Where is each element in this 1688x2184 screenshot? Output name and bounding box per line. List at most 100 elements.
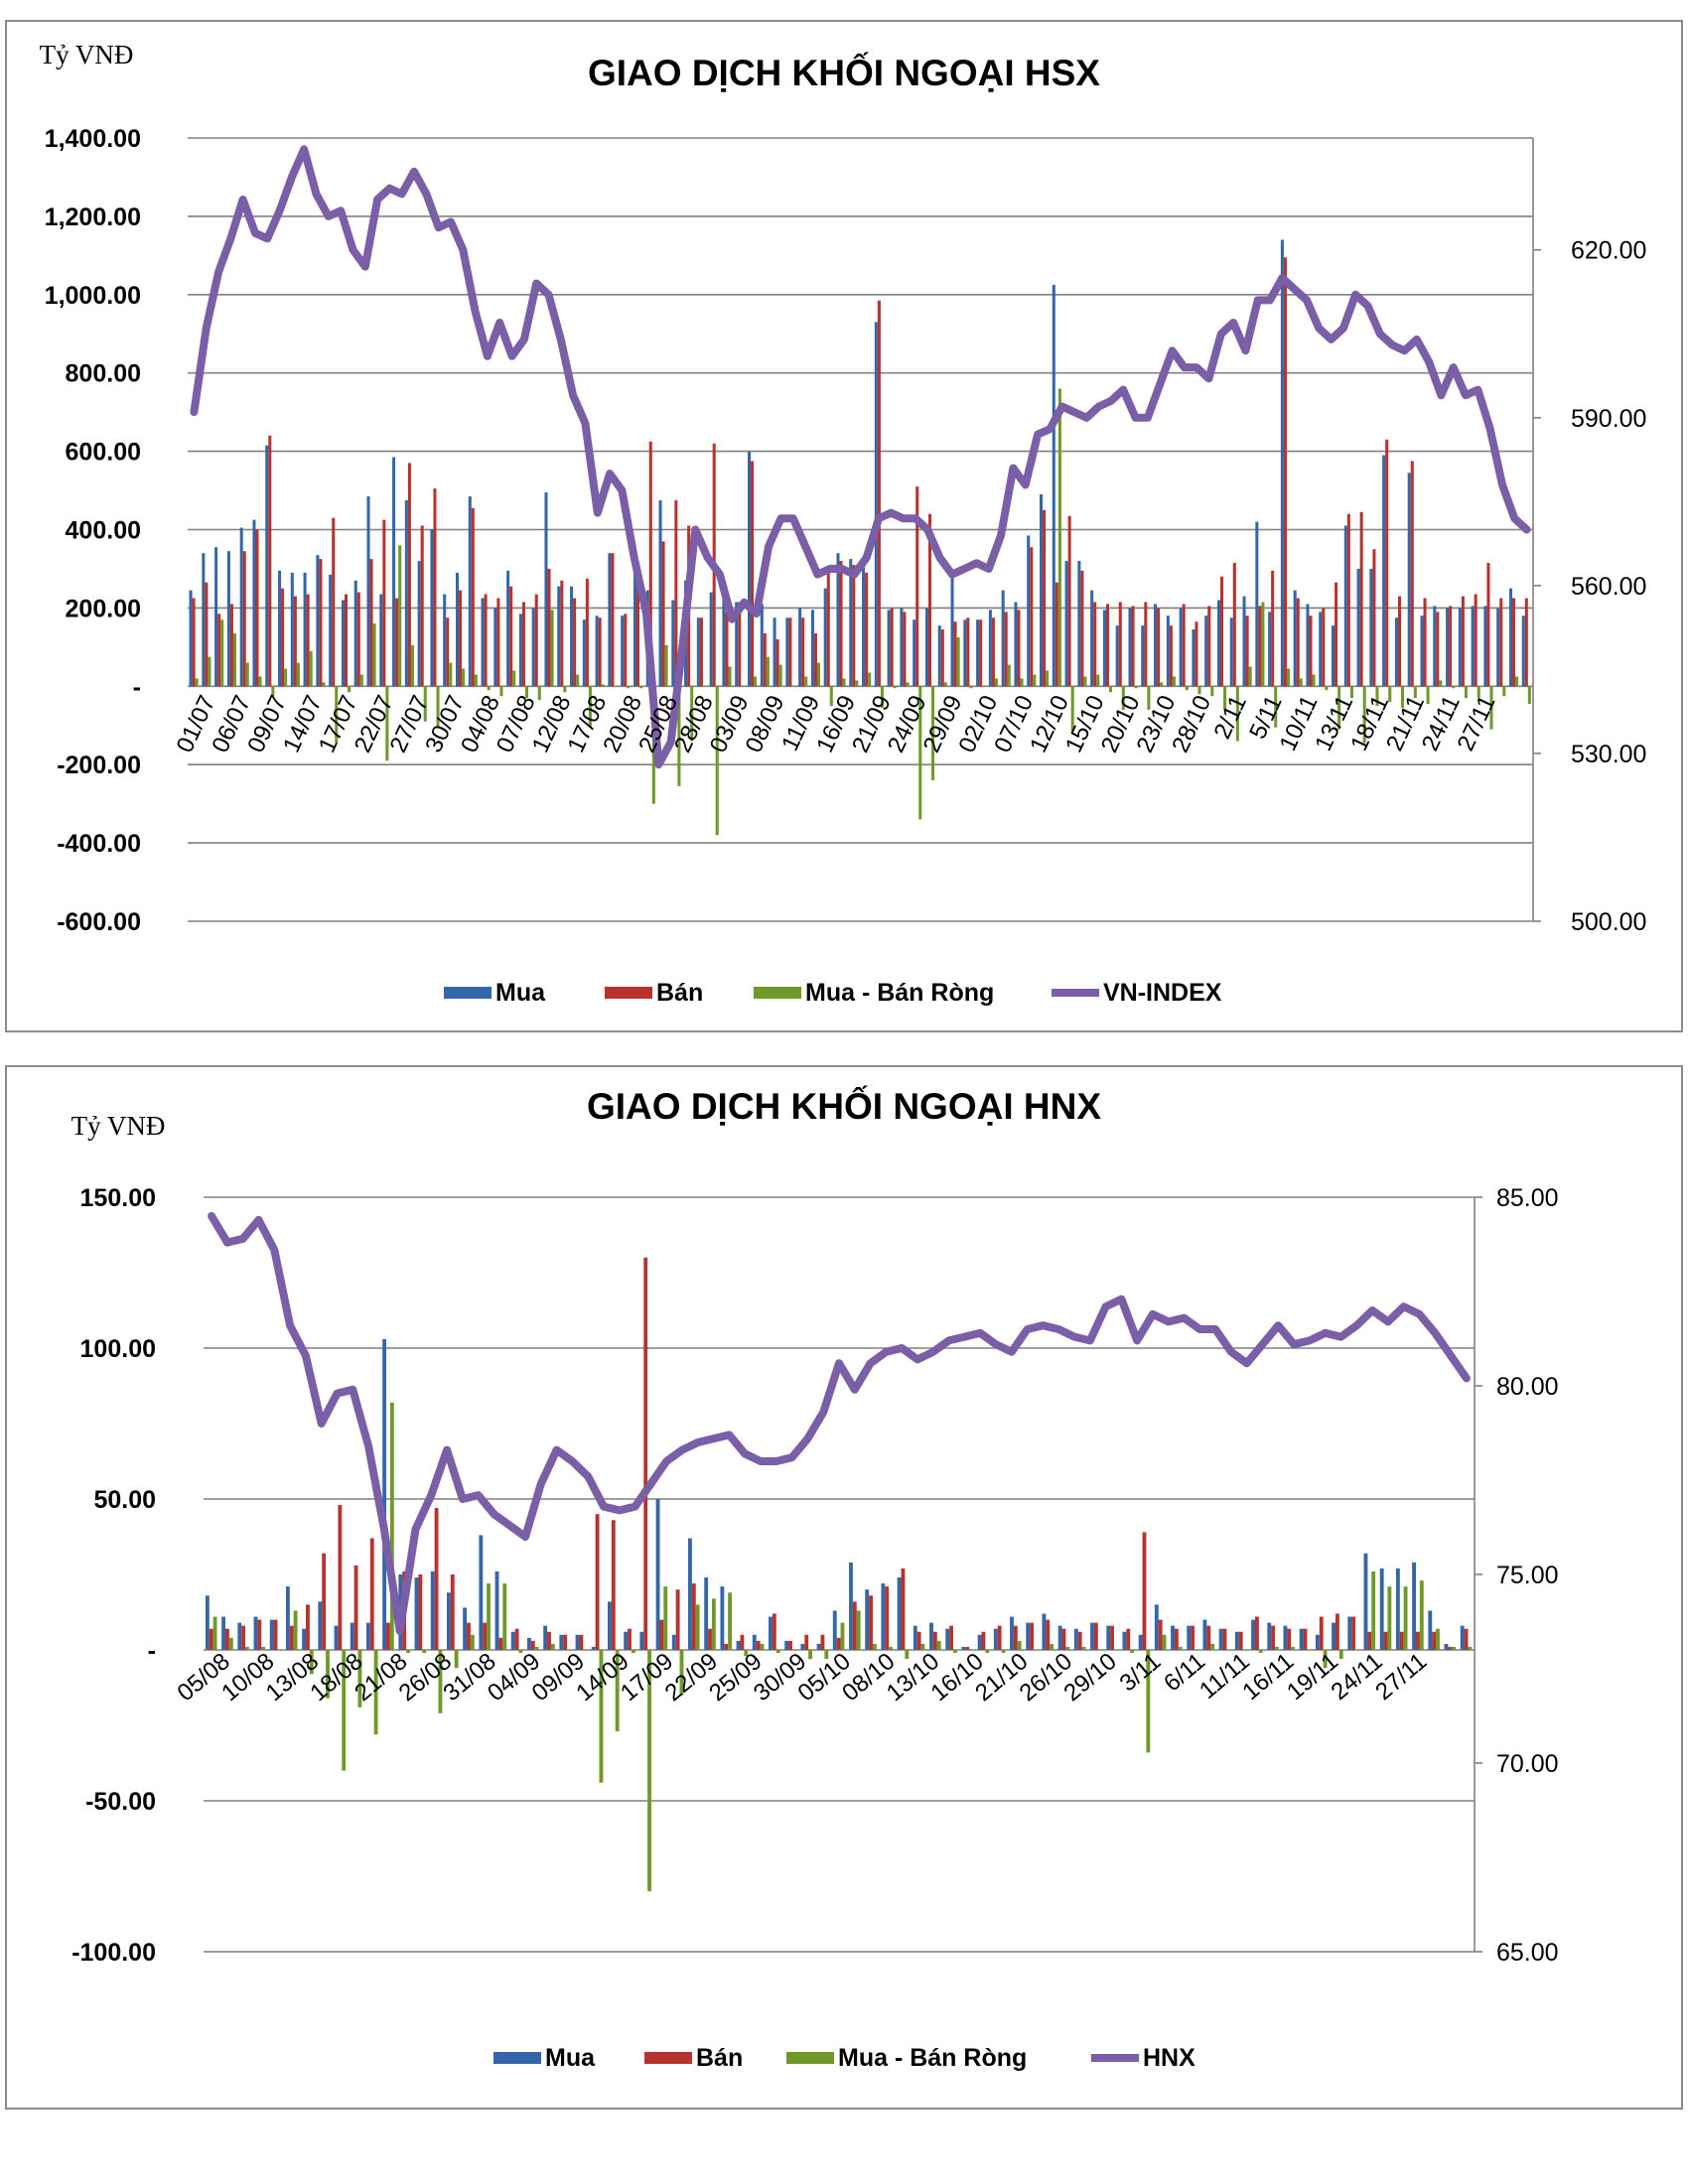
- legend-swatch: [493, 2052, 541, 2064]
- bar-buy: [205, 1595, 210, 1650]
- bar-net: [245, 1646, 249, 1650]
- bar-net: [588, 686, 592, 728]
- bar-buy: [1128, 608, 1132, 687]
- bar-sell: [306, 594, 310, 687]
- bar-net: [1403, 1586, 1408, 1650]
- bar-sell: [788, 617, 792, 687]
- bar-buy: [773, 617, 776, 687]
- bar-net: [1195, 1650, 1198, 1651]
- bar-buy: [945, 1628, 950, 1650]
- bar-net: [438, 1650, 443, 1713]
- bar-buy: [318, 1601, 323, 1650]
- bar-net: [840, 1622, 845, 1650]
- bar-sell: [648, 441, 652, 687]
- bar-net: [1515, 676, 1519, 687]
- bar-net: [754, 676, 758, 687]
- bar-buy: [329, 574, 333, 687]
- bar-sell: [268, 435, 272, 687]
- bar-net: [1274, 686, 1278, 728]
- bar-sell: [306, 1604, 310, 1650]
- bar-net: [348, 686, 352, 693]
- bar-net: [952, 1650, 957, 1654]
- bar-buy: [1332, 1622, 1336, 1650]
- bar-buy: [414, 1577, 419, 1650]
- bar-net: [284, 668, 288, 687]
- bar-sell: [708, 1628, 712, 1650]
- bar-buy: [455, 572, 460, 687]
- y-axis-tick-label: 1,400.00: [45, 125, 141, 153]
- bar-net: [1419, 1580, 1424, 1650]
- secondary-y-tick-label: 70.00: [1496, 1750, 1559, 1778]
- y-axis-tick-label: 800.00: [66, 360, 141, 388]
- bar-sell: [981, 1631, 986, 1650]
- bar-sell: [496, 598, 500, 687]
- bar-net: [1096, 674, 1100, 687]
- bar-net: [829, 686, 833, 707]
- bar-buy: [671, 1634, 676, 1650]
- bar-net: [702, 686, 706, 687]
- bar-net: [791, 686, 795, 687]
- bar-net: [1371, 1570, 1376, 1650]
- bar-buy: [221, 1616, 226, 1650]
- bar-net: [1147, 686, 1151, 710]
- bar-buy: [1154, 1604, 1159, 1650]
- bar-net: [1210, 686, 1214, 697]
- bar-net: [627, 686, 631, 689]
- bar-sell: [903, 612, 907, 687]
- bar-net: [293, 1610, 298, 1650]
- bar-net: [1401, 686, 1405, 708]
- x-axis-tick-label: 29/10: [1058, 1648, 1121, 1706]
- legend-label: Mua - Bán Ròng: [838, 2044, 1027, 2072]
- bar-net: [1020, 678, 1024, 687]
- bar-net: [1235, 686, 1239, 742]
- legend-label: Mua: [545, 2044, 596, 2072]
- bar-sell: [1449, 606, 1453, 687]
- bar-buy: [1090, 1622, 1094, 1650]
- bar-sell: [940, 629, 944, 687]
- bar-buy: [897, 1577, 902, 1650]
- bar-sell: [1131, 606, 1135, 687]
- bar-sell: [1254, 1616, 1259, 1650]
- bar-net: [778, 664, 782, 687]
- bar-net: [1160, 682, 1164, 687]
- legend-label: VN-INDEX: [1103, 979, 1222, 1007]
- bar-sell: [338, 1505, 343, 1650]
- bar-buy: [1382, 455, 1386, 687]
- bar-sell: [471, 507, 475, 687]
- bar-net: [195, 678, 199, 687]
- bar-buy: [688, 1538, 692, 1650]
- bar-sell: [255, 529, 259, 687]
- bar-buy: [1255, 521, 1259, 687]
- bar-sell: [530, 1640, 535, 1650]
- bar-sell: [407, 463, 411, 687]
- bar-sell: [877, 300, 881, 687]
- bar-buy: [1332, 625, 1336, 687]
- bar-buy: [269, 1619, 274, 1650]
- bar-net: [766, 656, 770, 687]
- bar-buy: [769, 1616, 773, 1650]
- bar-net: [893, 686, 897, 689]
- bar-buy: [1154, 604, 1158, 687]
- bar-buy: [752, 1634, 757, 1650]
- bar-sell: [205, 582, 209, 687]
- bar-buy: [1363, 1553, 1368, 1650]
- bar-net: [322, 682, 326, 687]
- secondary-y-tick-label: 75.00: [1496, 1562, 1559, 1589]
- bar-buy: [1122, 1631, 1127, 1650]
- bar-net: [931, 686, 935, 780]
- bar-buy: [531, 608, 535, 687]
- bar-buy: [1394, 617, 1398, 687]
- bar-buy: [1268, 612, 1272, 687]
- secondary-y-tick-label: 590.00: [1571, 405, 1646, 433]
- bar-net: [855, 680, 859, 687]
- bar-buy: [443, 594, 447, 687]
- bar-buy: [1010, 1616, 1014, 1650]
- bar-net: [487, 1583, 491, 1650]
- bar-buy: [800, 1643, 805, 1650]
- bar-net: [1097, 1650, 1102, 1651]
- bar-buy: [1483, 606, 1487, 687]
- bar-net: [1223, 686, 1227, 710]
- bar-net: [1017, 1640, 1022, 1650]
- y-axis-tick-label: 100.00: [80, 1335, 156, 1363]
- bar-sell: [1423, 598, 1427, 687]
